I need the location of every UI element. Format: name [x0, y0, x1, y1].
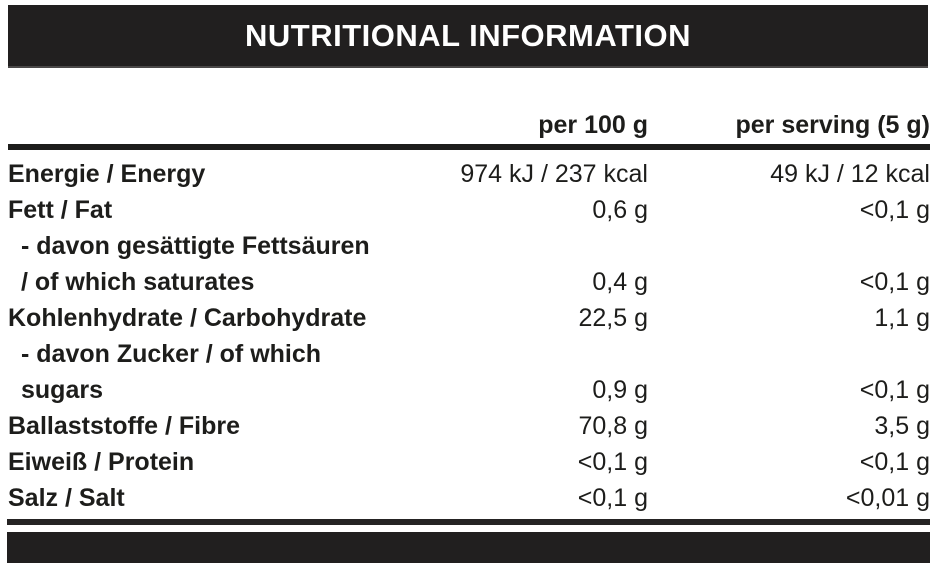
row-label: - davon gesättigte Fettsäuren / of which…	[21, 232, 370, 296]
row-value-per-100g: 0,9 g	[592, 376, 648, 404]
row-value-per-100g: 0,6 g	[592, 196, 648, 224]
row-label: - davon Zucker / of which sugars	[21, 340, 322, 404]
row-label: Kohlenhydrate / Carbohydrate	[8, 304, 367, 332]
table-row-carbohydrate: Kohlenhydrate / Carbohydrate 22,5 g 1,1 …	[8, 300, 930, 336]
row-value-per-serving: <0,1 g	[859, 196, 930, 224]
row-label: Eiweiß / Protein	[8, 448, 195, 476]
row-value-per-100g: 0,4 g	[592, 268, 648, 296]
row-value-per-100g: <0,1 g	[577, 484, 648, 512]
row-label: Ballaststoffe / Fibre	[8, 412, 240, 440]
table-header-row: per 100 g per serving (5 g)	[8, 100, 930, 150]
row-value-per-100g: <0,1 g	[577, 448, 648, 476]
table-row-energy: Energie / Energy 974 kJ / 237 kcal 49 kJ…	[8, 156, 930, 192]
table-row-fibre: Ballaststoffe / Fibre 70,8 g 3,5 g	[8, 408, 930, 444]
column-header-blank	[8, 108, 438, 144]
table-row-sugars: - davon Zucker / of which sugars 0,9 g <…	[8, 336, 930, 408]
row-value-per-serving: 49 kJ / 12 kcal	[770, 160, 930, 188]
row-value-per-100g: 70,8 g	[578, 412, 648, 440]
row-label: Energie / Energy	[8, 160, 206, 188]
nutrition-table: per 100 g per serving (5 g) Energie / En…	[8, 100, 930, 516]
row-value-per-serving: 3,5 g	[874, 412, 930, 440]
page-title: NUTRITIONAL INFORMATION	[244, 17, 692, 53]
row-value-per-serving: <0,1 g	[859, 268, 930, 296]
row-value-per-serving: 1,1 g	[874, 304, 930, 332]
table-row-salt: Salz / Salt <0,1 g <0,01 g	[8, 480, 930, 516]
row-label: Salz / Salt	[8, 484, 125, 512]
bottom-rule	[7, 519, 930, 525]
column-header-per-100g: per 100 g	[538, 111, 648, 139]
bottom-bar	[7, 532, 930, 563]
row-value-per-serving: <0,1 g	[859, 376, 930, 404]
row-value-per-serving: <0,01 g	[845, 484, 930, 512]
table-row-protein: Eiweiß / Protein <0,1 g <0,1 g	[8, 444, 930, 480]
row-value-per-100g: 974 kJ / 237 kcal	[460, 160, 648, 188]
column-header-per-serving: per serving (5 g)	[735, 111, 931, 139]
title-bar: NUTRITIONAL INFORMATION	[8, 5, 928, 68]
table-row-fat: Fett / Fat 0,6 g <0,1 g	[8, 192, 930, 228]
table-row-saturates: - davon gesättigte Fettsäuren / of which…	[8, 228, 930, 300]
row-value-per-100g: 22,5 g	[578, 304, 648, 332]
table-body: Energie / Energy 974 kJ / 237 kcal 49 kJ…	[8, 150, 930, 516]
row-label: Fett / Fat	[8, 196, 113, 224]
row-value-per-serving: <0,1 g	[859, 448, 930, 476]
